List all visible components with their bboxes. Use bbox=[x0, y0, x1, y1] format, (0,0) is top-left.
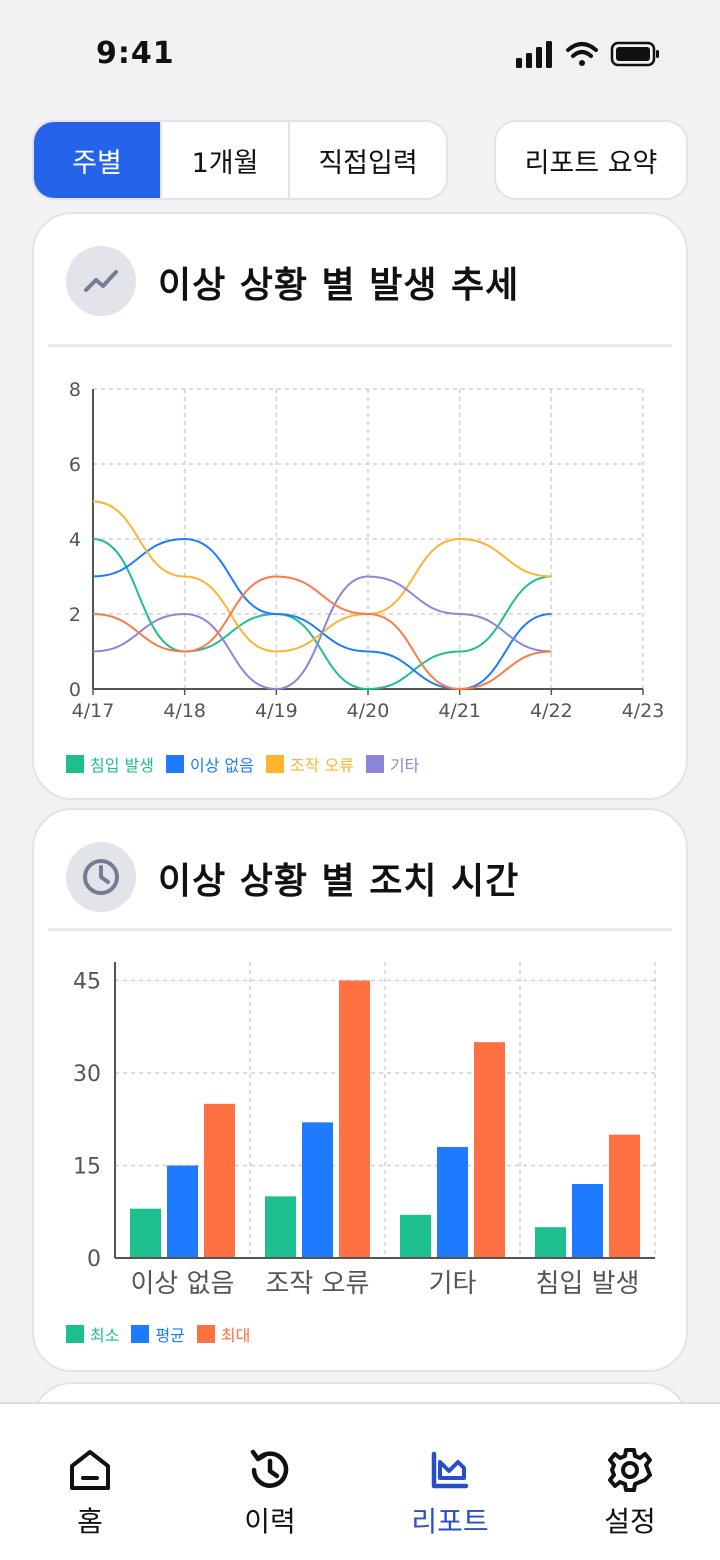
series-line bbox=[92, 575, 552, 691]
clock-icon-badge bbox=[66, 842, 136, 912]
trend-icon-badge bbox=[66, 246, 136, 316]
y-tick-label: 4 bbox=[69, 529, 81, 551]
bar bbox=[204, 1103, 235, 1258]
wifi-icon bbox=[566, 42, 598, 66]
tab-monthly[interactable]: 1개월 bbox=[162, 122, 290, 198]
response-time-chart-legend: 최소 평균 최대 bbox=[66, 1322, 262, 1346]
x-tick-label: 조작 오류 bbox=[266, 1269, 370, 1299]
report-icon bbox=[431, 1451, 469, 1489]
bar bbox=[535, 1227, 566, 1258]
history-icon bbox=[250, 1449, 289, 1488]
trend-card-header: 이상 상황 별 발생 추세 bbox=[34, 214, 686, 348]
response-time-card: 이상 상황 별 조치 시간 0 15 30 45 이상 없음 조작 오류 기타 침입 발생 최… bbox=[32, 808, 688, 1372]
tab-settings[interactable]: 설정 bbox=[540, 1404, 720, 1560]
x-tick-label: 4/19 bbox=[255, 700, 298, 722]
tab-history[interactable]: 이력 bbox=[180, 1404, 360, 1560]
legend-label: 이상 없음 bbox=[189, 756, 254, 775]
battery-icon bbox=[610, 41, 659, 67]
x-tick-label: 4/22 bbox=[530, 700, 573, 722]
trend-legend-item[interactable]: 침입 발생 bbox=[66, 752, 154, 776]
legend-label: 조작 오류 bbox=[289, 756, 354, 775]
trend-icon bbox=[84, 270, 118, 292]
trend-card: 이상 상황 별 발생 추세 0 2 4 6 8 4/17 4/18 4/19 4/20 4/21 4… bbox=[32, 212, 688, 800]
legend-label: 기타 bbox=[389, 756, 420, 775]
bar bbox=[437, 1147, 468, 1258]
trend-legend-item[interactable]: 조작 오류 bbox=[265, 752, 354, 776]
home-icon bbox=[70, 1450, 110, 1490]
legend-swatch bbox=[131, 1325, 150, 1343]
legend-label: 최소 bbox=[90, 1326, 120, 1345]
y-tick-label: 6 bbox=[69, 454, 81, 476]
status-time: 9:41 bbox=[96, 36, 175, 71]
tab-report[interactable]: 리포트 bbox=[360, 1404, 540, 1560]
x-tick-label: 4/21 bbox=[438, 700, 481, 722]
period-segmented-control: 주별 1개월 직접입력 bbox=[32, 120, 448, 200]
legend-label: 평균 bbox=[155, 1326, 185, 1345]
divider bbox=[48, 344, 672, 347]
status-bar: 9:41 bbox=[0, 0, 720, 100]
legend-label: 침입 발생 bbox=[90, 756, 154, 775]
divider bbox=[48, 928, 672, 931]
tab-weekly[interactable]: 주별 bbox=[34, 122, 162, 198]
x-tick-label: 4/23 bbox=[622, 700, 665, 722]
tab-custom-range[interactable]: 직접입력 bbox=[318, 147, 418, 179]
legend-swatch bbox=[265, 755, 284, 773]
y-tick-label: 8 bbox=[69, 379, 81, 401]
response-time-legend-item[interactable]: 최소 bbox=[66, 1322, 119, 1346]
bar bbox=[400, 1214, 431, 1258]
series-line bbox=[92, 538, 552, 691]
x-tick-label: 4/20 bbox=[347, 700, 390, 722]
x-tick-label: 기타 bbox=[429, 1269, 477, 1299]
legend-label: 최대 bbox=[220, 1326, 251, 1345]
series-line bbox=[92, 575, 552, 691]
y-tick-label: 0 bbox=[87, 1247, 101, 1272]
signal-icon bbox=[516, 41, 552, 68]
bar bbox=[474, 1042, 505, 1258]
gear-icon bbox=[608, 1448, 652, 1492]
tab-report-label: 리포트 bbox=[411, 1505, 489, 1538]
tab-history-label: 이력 bbox=[244, 1505, 296, 1538]
response-time-legend-item[interactable]: 최대 bbox=[196, 1322, 251, 1346]
bar bbox=[609, 1134, 640, 1258]
bar bbox=[302, 1122, 333, 1258]
trend-legend-item[interactable]: 기타 bbox=[365, 752, 420, 776]
series-line bbox=[92, 537, 552, 691]
y-tick-label: 45 bbox=[73, 970, 101, 995]
legend-swatch bbox=[196, 1325, 215, 1343]
x-tick-label: 4/18 bbox=[163, 700, 206, 722]
tab-home[interactable]: 홈 bbox=[0, 1404, 180, 1560]
legend-swatch bbox=[165, 755, 184, 773]
bar bbox=[130, 1208, 161, 1258]
trend-line-chart: 0 2 4 6 8 4/17 4/18 4/19 4/20 4/21 4/22 4/23 bbox=[69, 379, 665, 722]
y-tick-label: 30 bbox=[73, 1062, 101, 1087]
bar bbox=[265, 1196, 296, 1258]
legend-swatch bbox=[66, 755, 84, 773]
x-tick-label: 침입 발생 bbox=[536, 1269, 640, 1299]
bar bbox=[572, 1184, 603, 1258]
response-time-card-title: 이상 상황 별 조치 시간 bbox=[158, 861, 520, 902]
response-time-legend-item[interactable]: 평균 bbox=[131, 1322, 185, 1346]
x-tick-label: 이상 없음 bbox=[131, 1269, 235, 1299]
x-tick-label: 4/17 bbox=[72, 700, 115, 722]
legend-swatch bbox=[66, 1325, 84, 1343]
trend-chart-legend: 침입 발생 이상 없음 조작 오류 기타 bbox=[66, 752, 431, 776]
trend-legend-item[interactable]: 이상 없음 bbox=[165, 752, 254, 776]
series-line bbox=[92, 500, 552, 653]
response-time-card-header: 이상 상황 별 조치 시간 bbox=[34, 810, 686, 944]
bar bbox=[339, 980, 370, 1258]
report-summary-button[interactable]: 리포트 요약 bbox=[494, 120, 688, 200]
bar bbox=[167, 1165, 198, 1258]
trend-card-title: 이상 상황 별 발생 추세 bbox=[158, 265, 520, 306]
tab-home-label: 홈 bbox=[77, 1505, 103, 1538]
clock-icon bbox=[83, 859, 119, 895]
tab-settings-label: 설정 bbox=[604, 1505, 656, 1538]
status-icons bbox=[516, 41, 659, 68]
bottom-tab-bar: 홈 이력 리포트 설정 bbox=[0, 1402, 720, 1560]
response-time-bar-chart: 0 15 30 45 이상 없음 조작 오류 기타 침입 발생 bbox=[73, 962, 656, 1299]
y-tick-label: 2 bbox=[69, 604, 81, 626]
legend-swatch bbox=[365, 755, 384, 773]
y-tick-label: 15 bbox=[73, 1155, 101, 1180]
y-tick-label: 0 bbox=[69, 679, 81, 701]
